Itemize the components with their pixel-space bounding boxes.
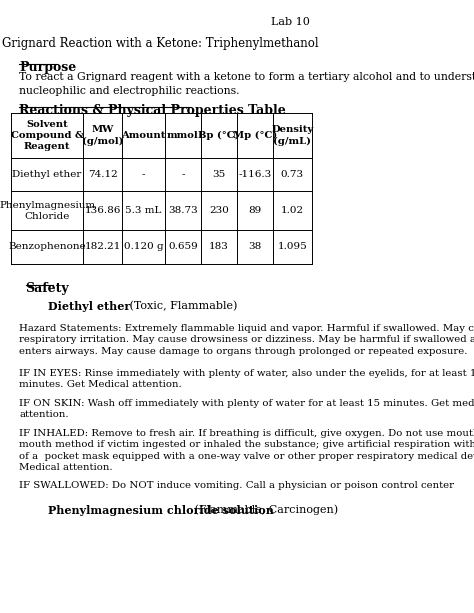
Text: Density
(g/mL): Density (g/mL) — [271, 125, 313, 146]
Text: 0.73: 0.73 — [281, 170, 304, 179]
Text: (Toxic, Flammable): (Toxic, Flammable) — [127, 300, 238, 311]
Text: IF INHALED: Remove to fresh air. If breathing is difficult, give oxygen. Do not : IF INHALED: Remove to fresh air. If brea… — [19, 428, 474, 472]
Text: 74.12: 74.12 — [88, 170, 118, 179]
Text: 0.659: 0.659 — [168, 242, 198, 251]
Text: IF SWALLOWED: Do NOT induce vomiting. Call a physician or poison control center: IF SWALLOWED: Do NOT induce vomiting. Ca… — [19, 481, 454, 490]
Text: Grignard Reaction with a Ketone: Triphenylmethanol: Grignard Reaction with a Ketone: Triphen… — [1, 37, 318, 50]
Text: IF IN EYES: Rinse immediately with plenty of water, also under the eyelids, for : IF IN EYES: Rinse immediately with plent… — [19, 368, 474, 389]
Text: Mp (°C): Mp (°C) — [233, 131, 277, 140]
Text: Lab 10: Lab 10 — [272, 17, 310, 27]
Text: 1.095: 1.095 — [277, 242, 307, 251]
Text: -116.3: -116.3 — [238, 170, 271, 179]
Text: 38: 38 — [248, 242, 261, 251]
Text: Benzophenone: Benzophenone — [8, 242, 86, 251]
Text: Reactions & Physical Properties Table: Reactions & Physical Properties Table — [19, 104, 286, 117]
Text: 182.21: 182.21 — [84, 242, 121, 251]
Text: -: - — [181, 170, 184, 179]
Text: Hazard Statements: Extremely flammable liquid and vapor. Harmful if swallowed. M: Hazard Statements: Extremely flammable l… — [19, 324, 474, 356]
Text: -: - — [142, 170, 146, 179]
Text: Purpose: Purpose — [19, 61, 76, 74]
Text: Bp (°C): Bp (°C) — [198, 131, 239, 140]
Text: Diethyl ether: Diethyl ether — [12, 170, 82, 179]
Text: 0.120 g: 0.120 g — [124, 242, 164, 251]
Text: Phenylmagnesium chloride solution: Phenylmagnesium chloride solution — [48, 504, 274, 516]
Text: Diethyl ether: Diethyl ether — [48, 300, 130, 311]
Text: 5.3 mL: 5.3 mL — [126, 206, 162, 215]
Text: Phenylmagnesium
Chloride: Phenylmagnesium Chloride — [0, 200, 95, 221]
Text: (Flammable, Carcinogen): (Flammable, Carcinogen) — [191, 504, 338, 515]
Text: MW
(g/mol): MW (g/mol) — [82, 125, 123, 146]
Text: Solvent
Compound &
Reagent: Solvent Compound & Reagent — [10, 120, 83, 151]
Text: IF ON SKIN: Wash off immediately with plenty of water for at least 15 minutes. G: IF ON SKIN: Wash off immediately with pl… — [19, 398, 474, 419]
Text: mmol: mmol — [167, 131, 199, 140]
Text: Safety: Safety — [26, 282, 69, 295]
Text: 230: 230 — [209, 206, 229, 215]
Text: 136.86: 136.86 — [84, 206, 121, 215]
Text: Amount: Amount — [121, 131, 166, 140]
Text: 89: 89 — [248, 206, 261, 215]
Text: To react a Grignard reagent with a ketone to form a tertiary alcohol and to unde: To react a Grignard reagent with a keton… — [19, 72, 474, 96]
Text: 35: 35 — [212, 170, 226, 179]
Text: 1.02: 1.02 — [281, 206, 304, 215]
Text: 183: 183 — [209, 242, 229, 251]
Text: 38.73: 38.73 — [168, 206, 198, 215]
